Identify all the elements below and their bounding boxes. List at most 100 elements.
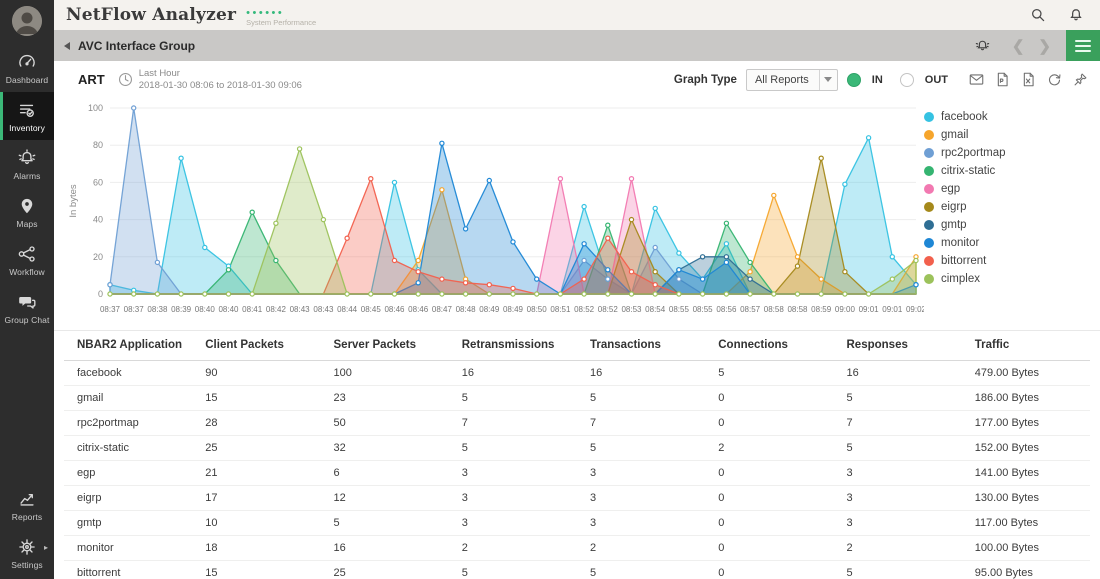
svg-text:08:43: 08:43 (313, 305, 334, 314)
legend-item[interactable]: gmtp (924, 216, 1094, 234)
sidebar-item-alarms[interactable]: Alarms (0, 140, 54, 188)
table-cell: 5 (846, 392, 853, 404)
table-cell: 0 (718, 492, 725, 504)
table-cell: bittorrent (77, 567, 121, 579)
svg-text:08:37: 08:37 (124, 305, 145, 314)
clock-icon (118, 72, 132, 87)
svg-text:08:58: 08:58 (764, 305, 785, 314)
legend-dot-icon (924, 130, 934, 140)
in-radio[interactable] (846, 72, 861, 87)
sidebar: Dashboard Inventory Alarms Maps Workflow… (0, 0, 54, 579)
legend-item[interactable]: rpc2portmap (924, 144, 1094, 162)
inventory-list-icon (19, 104, 34, 117)
table-cell: 7 (846, 417, 853, 429)
table-cell: 3 (846, 467, 853, 479)
legend-label: rpc2portmap (941, 147, 1006, 159)
svg-text:08:44: 08:44 (337, 305, 358, 314)
table-cell: 2 (718, 442, 725, 454)
table-cell: 17 (205, 492, 218, 504)
table-column-header: NBAR2 Application (77, 339, 182, 351)
table-cell: 5 (333, 517, 340, 529)
table-cell: 15 (205, 392, 218, 404)
svg-text:08:56: 08:56 (716, 305, 737, 314)
excel-export-icon[interactable] (1021, 72, 1036, 87)
legend-label: facebook (941, 111, 988, 123)
legend-item[interactable]: facebook (924, 108, 1094, 126)
table-cell: 10 (205, 517, 218, 529)
sidebar-item-dashboard[interactable]: Dashboard (0, 44, 54, 92)
sidebar-item-label: Inventory (9, 123, 45, 133)
sidebar-item-settings[interactable]: Settings ▸ (0, 529, 54, 577)
svg-text:08:40: 08:40 (195, 305, 216, 314)
sidebar-item-workflow[interactable]: Workflow (0, 236, 54, 284)
table-cell: 5 (461, 392, 468, 404)
svg-text:08:50: 08:50 (527, 305, 548, 314)
legend-item[interactable]: gmail (924, 126, 1094, 144)
table-cell: 2 (461, 542, 468, 554)
avatar-silhouette-icon (12, 6, 42, 36)
table-cell: 0 (718, 542, 725, 554)
legend-dot-icon (924, 112, 934, 122)
table-cell: 12 (333, 492, 346, 504)
legend-item[interactable]: cimplex (924, 270, 1094, 288)
table-cell: 2 (846, 542, 853, 554)
table-cell: 186.00 Bytes (974, 392, 1039, 404)
table-cell: 3 (590, 517, 597, 529)
svg-text:60: 60 (93, 177, 103, 187)
table-cell: 95.00 Bytes (974, 567, 1033, 579)
sidebar-item-group-chat[interactable]: Group Chat (0, 284, 54, 332)
table-cell: 5 (846, 442, 853, 454)
svg-text:08:49: 08:49 (479, 305, 500, 314)
svg-text:09:02: 09:02 (906, 305, 924, 314)
dashboard-gauge-icon (19, 54, 35, 67)
next-chevron-icon[interactable]: ❯ (1038, 37, 1051, 55)
hamburger-icon (1075, 39, 1091, 42)
maps-pin-icon (21, 198, 33, 214)
menu-button[interactable] (1066, 30, 1100, 61)
table-cell: 3 (461, 467, 468, 479)
search-icon[interactable] (1030, 7, 1046, 23)
svg-text:08:43: 08:43 (290, 305, 311, 314)
sidebar-item-maps[interactable]: Maps (0, 188, 54, 236)
graph-type-select[interactable]: All Reports (745, 68, 838, 91)
table-row: gmtp 10 5 3 3 0 3 117.00 Bytes (64, 511, 1090, 536)
prev-chevron-icon[interactable]: ❮ (1011, 37, 1025, 55)
sidebar-item-label: Dashboard (5, 75, 49, 85)
notifications-bell-icon[interactable] (1068, 7, 1084, 23)
legend-item[interactable]: citrix-static (924, 162, 1094, 180)
svg-text:0: 0 (98, 289, 103, 299)
pdf-export-icon[interactable] (995, 72, 1010, 87)
table-cell: 16 (461, 367, 474, 379)
sidebar-item-inventory[interactable]: Inventory (0, 92, 54, 140)
legend-item[interactable]: eigrp (924, 198, 1094, 216)
graph-type-label: Graph Type (673, 73, 737, 86)
table-cell: 117.00 Bytes (974, 517, 1039, 529)
svg-text:80: 80 (93, 140, 103, 150)
mail-icon[interactable] (969, 72, 984, 87)
table-cell: gmail (77, 392, 104, 404)
brand-dots: •••••• (246, 6, 285, 19)
table-cell: 16 (846, 367, 859, 379)
sidebar-item-label: Group Chat (4, 315, 50, 325)
alarm-bell-icon[interactable] (974, 37, 991, 54)
legend-item[interactable]: bittorrent (924, 252, 1094, 270)
out-radio[interactable] (899, 72, 914, 87)
table-column-header: Server Packets (333, 339, 416, 351)
back-chevron-icon[interactable] (64, 41, 70, 50)
legend-label: gmtp (941, 219, 967, 231)
table-cell: monitor (77, 542, 114, 554)
reports-chart-icon (20, 493, 34, 506)
legend-dot-icon (924, 184, 934, 194)
table-cell: 7 (461, 417, 468, 429)
pin-icon[interactable] (1073, 72, 1088, 87)
refresh-icon[interactable] (1047, 72, 1062, 87)
subbar: AVC Interface Group ❮ ❯ (54, 30, 1100, 61)
table-cell: 3 (461, 492, 468, 504)
sidebar-item-reports[interactable]: Reports (0, 481, 54, 529)
table-row: facebook 90 100 16 16 5 16 479.00 Bytes (64, 361, 1090, 386)
legend-item[interactable]: egp (924, 180, 1094, 198)
legend-dot-icon (924, 166, 934, 176)
legend-item[interactable]: monitor (924, 234, 1094, 252)
avatar[interactable] (12, 6, 42, 36)
